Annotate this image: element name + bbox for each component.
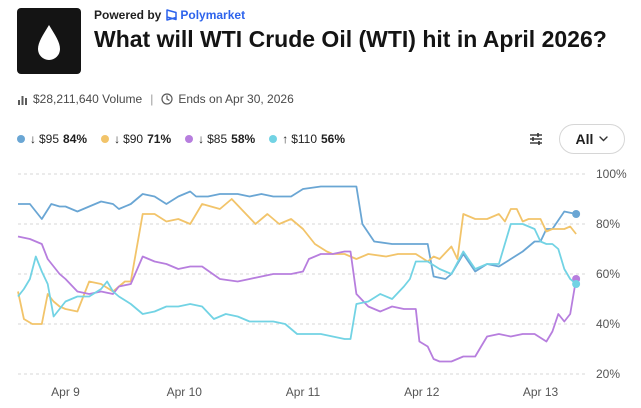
legend-value: 58% [231, 132, 256, 146]
meta-separator: | [150, 92, 154, 106]
legend-direction: ↑ [282, 132, 289, 146]
y-tick-label: 80% [596, 217, 620, 231]
legend-label: $95 [39, 132, 60, 146]
x-tick-label: Apr 10 [167, 385, 203, 399]
time-range-select[interactable]: All [559, 124, 625, 154]
legend-label: $90 [123, 132, 144, 146]
legend-dot [101, 135, 110, 143]
y-tick-label: 60% [596, 267, 620, 281]
legend-value: 71% [147, 132, 172, 146]
powered-by-label: Powered by [94, 8, 162, 22]
legend-item-95[interactable]: ↓ $95 84% [17, 132, 87, 146]
market-meta: $28,211,640 Volume | Ends on Apr 30, 202… [17, 92, 294, 106]
series-line [17, 235, 577, 363]
polymarket-link[interactable]: Polymarket [166, 8, 245, 22]
series-end-point [572, 280, 581, 288]
chart-axes: 20% 40% 60% 80% 100% Apr 9 Apr 10 Apr 11 Apr 12 A… [51, 167, 627, 399]
powered-by: Powered by Polymarket [94, 8, 245, 22]
legend-value: 56% [321, 132, 346, 146]
series-line [17, 198, 577, 325]
x-tick-label: Apr 13 [523, 385, 559, 399]
chart-series [17, 185, 581, 363]
polymarket-logo-icon [166, 9, 178, 21]
legend-direction: ↓ [198, 132, 205, 146]
legend-direction: ↓ [30, 132, 36, 146]
y-tick-label: 20% [596, 367, 620, 381]
y-tick-label: 40% [596, 317, 620, 331]
series-line [18, 185, 577, 280]
price-chart: 20% 40% 60% 80% 100% Apr 9 Apr 10 Apr 11 Apr 12 A… [17, 167, 627, 399]
chart-legend: ↓ $95 84% ↓ $90 71% ↓ $85 58% ↑ $110 56% [17, 132, 359, 146]
end-date-text: Ends on Apr 30, 2026 [178, 92, 294, 106]
x-tick-label: Apr 11 [286, 385, 321, 399]
legend-item-110[interactable]: ↑ $110 56% [269, 132, 345, 146]
filter-button[interactable] [526, 129, 546, 149]
market-header: Powered by Polymarket What will WTI Crud… [17, 8, 637, 78]
legend-label: $110 [291, 132, 317, 146]
legend-label: $85 [207, 132, 228, 146]
series-end-point [572, 210, 581, 218]
volume-text: $28,211,640 Volume [33, 92, 143, 106]
oil-drop-icon [17, 8, 81, 74]
legend-item-90[interactable]: ↓ $90 71% [101, 132, 171, 146]
y-tick-label: 100% [596, 167, 627, 181]
legend-item-85[interactable]: ↓ $85 58% [185, 132, 255, 146]
polymarket-brand: Polymarket [180, 8, 246, 22]
series-line [17, 223, 577, 340]
x-tick-label: Apr 9 [51, 385, 80, 399]
bar-chart-icon [17, 94, 28, 105]
legend-dot [269, 135, 278, 143]
legend-value: 84% [63, 132, 88, 146]
legend-direction: ↓ [114, 132, 121, 146]
market-title: What will WTI Crude Oil (WTI) hit in Apr… [94, 26, 607, 52]
sliders-icon [530, 133, 542, 145]
x-tick-label: Apr 12 [404, 385, 440, 399]
legend-dot [185, 135, 194, 143]
chevron-down-icon [599, 136, 609, 142]
time-range-label: All [575, 131, 594, 147]
legend-dot [17, 135, 25, 143]
chart-grid [18, 173, 588, 375]
clock-icon [161, 93, 173, 105]
